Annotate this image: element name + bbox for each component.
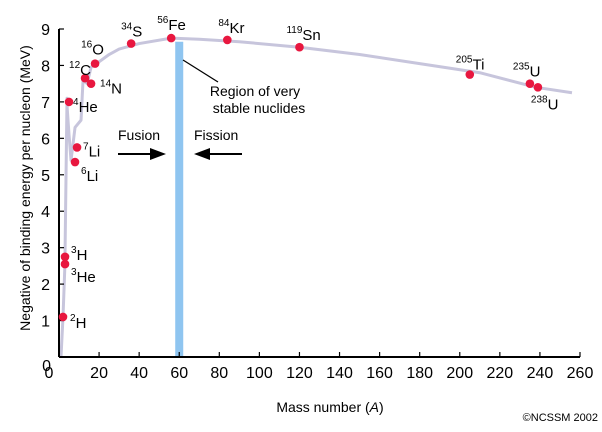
x-axis-title: Mass number (A) [276,399,383,415]
stable-region-pointer [182,59,219,83]
nuclide-label-6li: 6Li [81,166,98,185]
data-point-3he [60,259,70,269]
y-tick-label: 0 [42,358,51,375]
y-tick-label: 7 [41,95,50,112]
data-point-2h [58,312,68,322]
x-tick-label: 220 [486,365,513,382]
x-tick-label: 80 [210,365,228,382]
x-tick-label: 160 [366,365,393,382]
y-tick-label: 5 [41,168,50,185]
x-tick-label: 140 [326,365,353,382]
data-point-84kr [223,35,232,45]
data-point-6li [70,157,80,167]
y-tick-label: 3 [41,241,50,258]
x-tick-label: 120 [286,365,313,382]
fission-arrow-head [194,148,210,160]
y-tick-label: 9 [41,22,50,39]
data-point-56fe [166,33,176,43]
data-point-3h [60,252,70,262]
nuclide-label-3h: 3H [71,245,87,264]
x-tick-label: 20 [90,365,108,382]
stable-region-label-line1: Region of very [210,83,300,99]
stable-region-band [175,41,184,357]
nuclide-label-238u: 238U [531,94,559,113]
data-point-34s [126,39,136,48]
x-tick-label: 180 [406,365,433,382]
nuclide-label-34s: 34S [121,22,142,41]
data-point-238u [533,83,543,92]
copyright-text: ©NCSSM 2002 [523,412,598,424]
x-tick-label: 200 [446,365,473,382]
fusion-arrow-head [150,148,166,160]
y-tick-label: 1 [41,314,50,331]
data-point-235u [525,79,535,88]
nuclide-label-205ti: 205Ti [456,55,485,74]
y-tick-label: 4 [41,204,50,221]
y-tick-label: 6 [41,131,50,148]
data-point-205ti [465,70,475,79]
nuclide-label-84kr: 84Kr [218,18,244,37]
nuclide-label-56fe: 56Fe [157,15,186,34]
stable-region-label-line2: stable nuclides [213,100,306,116]
data-point-14n [86,79,96,88]
x-tick-label: 60 [170,365,188,382]
y-axis-title: Negative of binding energy per nucleon (… [17,45,33,331]
fusion-label: Fusion [118,127,160,143]
data-point-16o [90,59,100,68]
fission-label: Fission [194,127,238,143]
nuclide-label-3he: 3He [71,267,96,286]
y-tick-label: 2 [41,277,50,294]
x-tick-label: 0 [45,365,54,382]
x-tick-label: 100 [246,365,273,382]
nuclide-label-235u: 235U [513,62,541,81]
data-point-12c [80,73,90,83]
y-tick-label: 8 [41,58,50,75]
binding-energy-curve [59,36,573,358]
x-tick-label: 40 [130,365,148,382]
data-point-4he [64,97,74,107]
nuclide-label-2h: 2H [70,313,86,332]
data-point-119sn [295,42,304,52]
x-tick-label: 260 [567,365,594,382]
nuclide-label-12c: 12C [69,60,91,79]
nuclide-label-16o: 16O [81,40,104,59]
data-point-7li [72,143,82,152]
nuclide-label-14n: 14N [100,79,122,98]
x-tick-label: 240 [527,365,554,382]
nuclide-label-7li: 7Li [83,141,100,160]
nuclide-label-4he: 4He [73,97,98,116]
nuclide-label-119sn: 119Sn [286,25,320,44]
